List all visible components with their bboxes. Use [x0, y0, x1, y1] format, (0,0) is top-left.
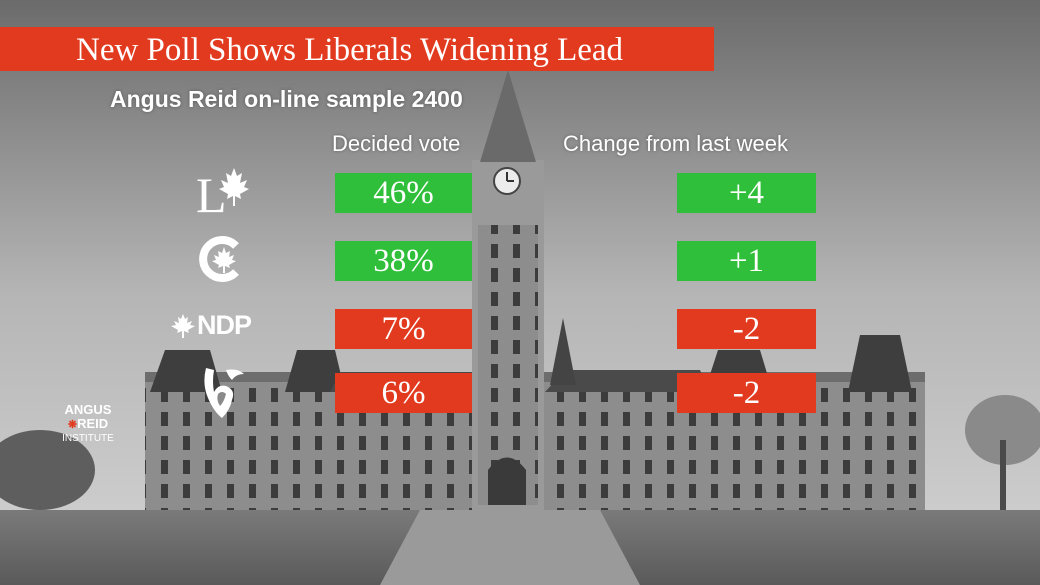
headline-banner — [0, 27, 714, 71]
angus-reid-logo: ANGUS ❋REID INSTITUTE — [56, 403, 120, 446]
headline: New Poll Shows Liberals Widening Lead — [76, 32, 624, 68]
change-cell: +4 — [677, 173, 816, 213]
tree-left — [0, 430, 95, 510]
tree-right — [965, 395, 1040, 465]
vote-cell: 6% — [335, 373, 472, 413]
maple-leaf-icon — [212, 247, 236, 273]
change-cell: -2 — [677, 373, 816, 413]
vote-cell: 46% — [335, 173, 472, 213]
conservative-party-logo — [199, 236, 239, 282]
roof-right-2 — [848, 335, 912, 392]
maple-leaf-icon — [219, 168, 249, 206]
maple-leaf-icon: ❋ — [67, 419, 78, 431]
bloc-quebecois-logo — [204, 368, 244, 418]
tower-spire — [480, 70, 536, 162]
change-cell: +1 — [677, 241, 816, 281]
roof-left — [150, 350, 222, 392]
change-cell: -2 — [677, 309, 816, 349]
liberal-party-logo: L — [196, 167, 249, 218]
vote-cell: 38% — [335, 241, 472, 281]
column-header-vote: Decided vote — [332, 131, 461, 156]
angus-reid-line1: ANGUS — [64, 402, 112, 417]
angus-reid-line2: ❋REID — [56, 417, 120, 432]
ndp-logo: NDP — [197, 310, 252, 340]
roof-left-2 — [285, 350, 345, 392]
angus-reid-line2-text: REID — [77, 416, 109, 431]
subheadline: Angus Reid on-line sample 2400 — [110, 86, 463, 112]
vote-cell: 7% — [335, 309, 472, 349]
svg-text:L: L — [196, 167, 227, 218]
roof-center-right — [545, 370, 710, 392]
angus-reid-line3: INSTITUTE — [62, 433, 114, 444]
column-header-change: Change from last week — [563, 131, 788, 156]
ndp-maple-leaf-icon — [171, 314, 195, 338]
